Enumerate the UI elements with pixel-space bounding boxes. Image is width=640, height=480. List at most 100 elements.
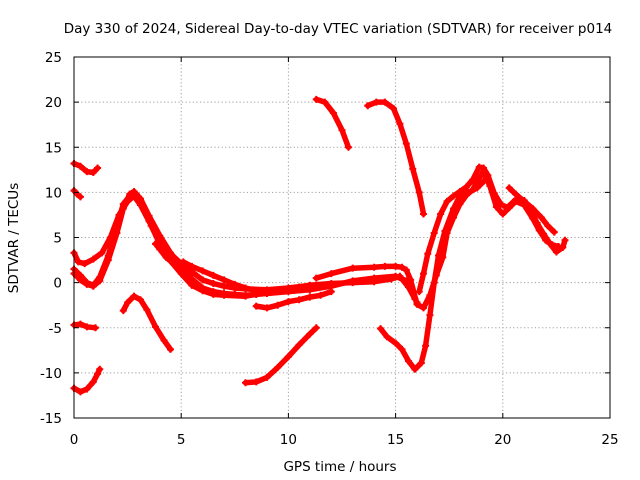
data-point [383, 333, 391, 341]
data-point [381, 262, 389, 270]
data-point [349, 264, 357, 272]
data-point [104, 252, 112, 260]
data-point [139, 201, 147, 209]
data-point [156, 245, 164, 253]
data-point [89, 378, 97, 386]
series-arc-18 [505, 184, 558, 236]
data-point [83, 279, 91, 287]
data-point [321, 98, 329, 106]
data-point [490, 189, 498, 197]
data-point [188, 281, 196, 289]
data-point [98, 249, 106, 257]
data-point [284, 353, 292, 361]
data-point [306, 281, 314, 289]
data-point [540, 230, 548, 238]
x-tick-label: 20 [494, 432, 511, 448]
series-line [120, 293, 174, 353]
data-point [402, 140, 410, 148]
data-point [396, 120, 404, 128]
data-point [443, 197, 451, 205]
data-series [70, 95, 569, 396]
data-point [537, 214, 545, 222]
data-point [209, 271, 217, 279]
data-point [392, 262, 400, 270]
series-arc-8 [70, 320, 99, 332]
data-point [426, 291, 434, 299]
data-point [550, 228, 558, 236]
data-point [439, 253, 447, 261]
data-point [151, 240, 159, 248]
data-point [389, 104, 397, 112]
data-point [372, 98, 380, 106]
data-point [188, 262, 196, 270]
x-tick-label: 15 [387, 432, 404, 448]
data-point [409, 165, 417, 173]
data-point [242, 292, 250, 300]
axis-ticks: 0 5 10 15 20 25 -15 -10 -5 0 5 10 15 20 25 [40, 50, 619, 448]
data-point [162, 253, 170, 261]
data-point [552, 248, 560, 256]
data-point [220, 291, 228, 299]
data-point [130, 292, 138, 300]
data-point [546, 240, 554, 248]
data-point [312, 324, 320, 332]
data-point [199, 267, 207, 275]
data-point [252, 287, 260, 295]
data-point [327, 288, 335, 296]
data-point [392, 339, 400, 347]
data-point [544, 222, 552, 230]
data-point [417, 359, 425, 367]
data-point [492, 203, 500, 211]
data-point [199, 276, 207, 284]
data-point [306, 330, 314, 338]
data-point [411, 365, 419, 373]
data-point [166, 345, 174, 353]
data-point [263, 304, 271, 312]
data-point [437, 210, 445, 218]
series-arc-2 [70, 187, 84, 201]
data-point [469, 186, 477, 194]
data-point [209, 290, 217, 298]
data-point [242, 284, 250, 292]
y-axis-label: SDTVAR / TECUs [6, 183, 22, 293]
data-point [76, 388, 84, 396]
y-tick-label: 0 [53, 276, 62, 292]
data-point [209, 280, 217, 288]
y-tick-label: 20 [45, 95, 62, 111]
data-point [430, 229, 438, 237]
data-point [136, 296, 144, 304]
data-point [76, 271, 84, 279]
data-point [370, 274, 378, 282]
data-point [503, 204, 511, 212]
data-point [456, 200, 464, 208]
series-line [416, 164, 568, 295]
series-arc-11 [242, 324, 320, 387]
data-point [559, 243, 567, 251]
y-tick-label: -15 [40, 411, 62, 427]
data-point [274, 363, 282, 371]
data-point [381, 98, 389, 106]
series-arc-1 [70, 159, 102, 177]
data-point [76, 320, 84, 328]
data-point [83, 168, 91, 176]
series-arc-6 [151, 240, 181, 269]
data-point [89, 255, 97, 263]
data-point [124, 298, 132, 306]
data-point [76, 162, 84, 170]
data-point [252, 378, 260, 386]
data-point [284, 285, 292, 293]
series-line [242, 325, 320, 386]
data-point [344, 143, 352, 151]
series-arc-9 [119, 292, 174, 353]
data-point [96, 365, 104, 373]
data-point [76, 193, 84, 201]
data-point [160, 336, 168, 344]
data-point [173, 261, 181, 269]
data-point [364, 102, 372, 110]
data-point [83, 385, 91, 393]
data-point [177, 270, 185, 278]
data-point [456, 187, 464, 195]
data-point [295, 283, 303, 291]
data-point [242, 379, 250, 387]
x-tick-label: 10 [280, 432, 297, 448]
